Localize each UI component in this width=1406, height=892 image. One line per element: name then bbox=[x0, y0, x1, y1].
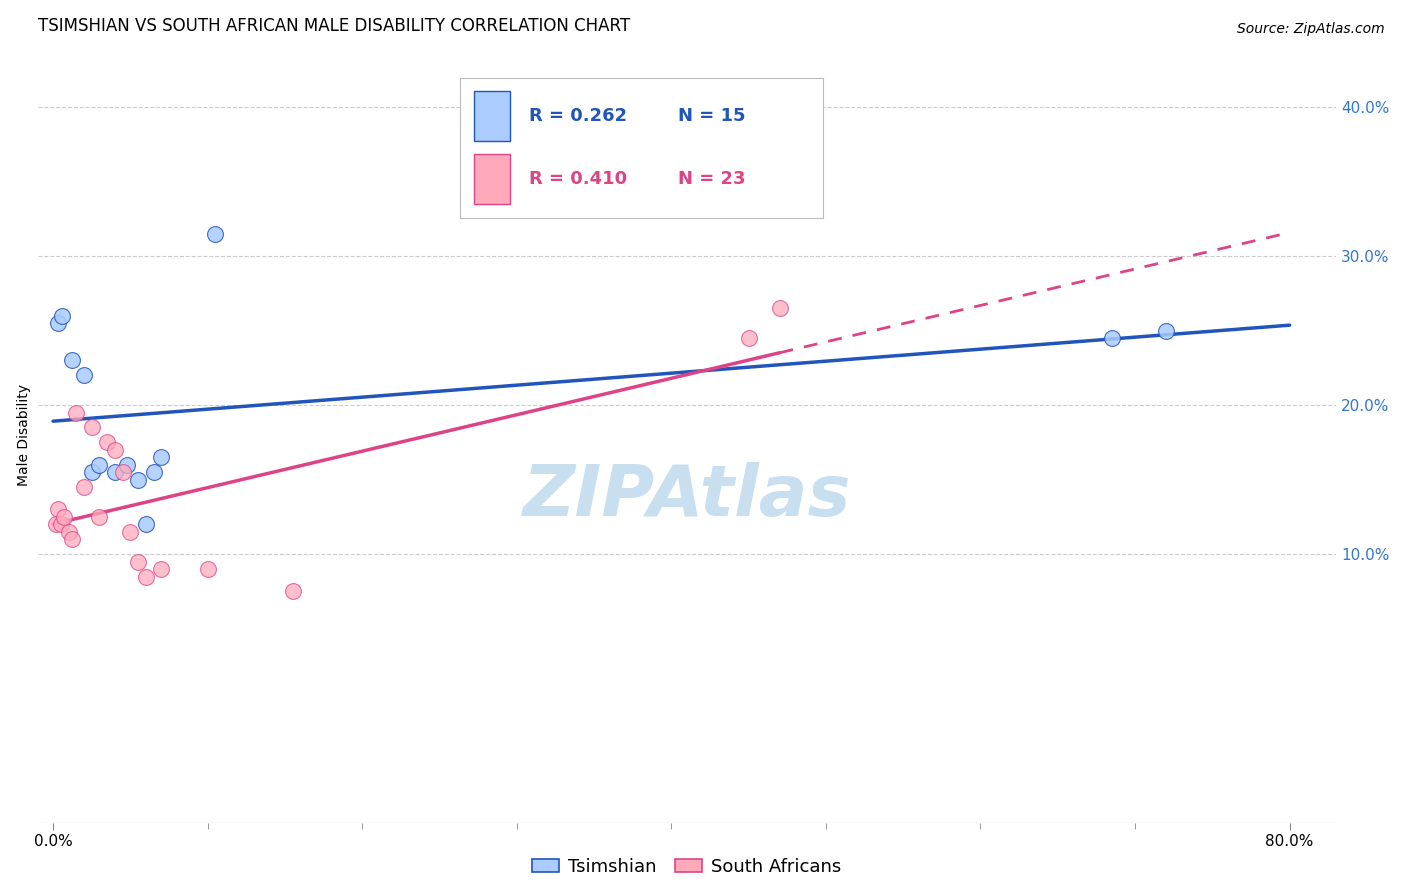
Point bbox=[135, 569, 157, 583]
Point bbox=[51, 309, 73, 323]
Point bbox=[111, 465, 134, 479]
Legend: Tsimshian, South Africans: Tsimshian, South Africans bbox=[524, 851, 849, 883]
Point bbox=[204, 227, 226, 241]
Point bbox=[1154, 324, 1177, 338]
Point bbox=[117, 458, 139, 472]
Point bbox=[89, 458, 111, 472]
Point bbox=[1101, 331, 1123, 345]
Point bbox=[197, 562, 219, 576]
Point bbox=[45, 517, 67, 532]
Point bbox=[60, 353, 83, 368]
Point bbox=[58, 524, 80, 539]
Point bbox=[89, 510, 111, 524]
Point bbox=[80, 420, 103, 434]
Point bbox=[104, 442, 127, 457]
Point bbox=[52, 510, 75, 524]
Point bbox=[46, 316, 69, 330]
Point bbox=[96, 435, 118, 450]
Point bbox=[120, 524, 142, 539]
Point bbox=[737, 331, 759, 345]
Point bbox=[150, 450, 173, 465]
Point bbox=[46, 502, 69, 516]
Point bbox=[768, 301, 790, 316]
Y-axis label: Male Disability: Male Disability bbox=[17, 384, 31, 486]
Point bbox=[73, 480, 96, 494]
Text: ZIPAtlas: ZIPAtlas bbox=[523, 462, 851, 532]
Point bbox=[60, 533, 83, 547]
Point bbox=[104, 465, 127, 479]
Point bbox=[80, 465, 103, 479]
Point bbox=[281, 584, 304, 599]
Point bbox=[127, 555, 149, 569]
Point bbox=[135, 517, 157, 532]
Point bbox=[49, 517, 72, 532]
Point bbox=[127, 473, 149, 487]
Point bbox=[73, 368, 96, 383]
Point bbox=[65, 406, 87, 420]
Text: Source: ZipAtlas.com: Source: ZipAtlas.com bbox=[1237, 22, 1385, 37]
Point bbox=[150, 562, 173, 576]
Text: TSIMSHIAN VS SOUTH AFRICAN MALE DISABILITY CORRELATION CHART: TSIMSHIAN VS SOUTH AFRICAN MALE DISABILI… bbox=[38, 17, 630, 35]
Point bbox=[142, 465, 165, 479]
